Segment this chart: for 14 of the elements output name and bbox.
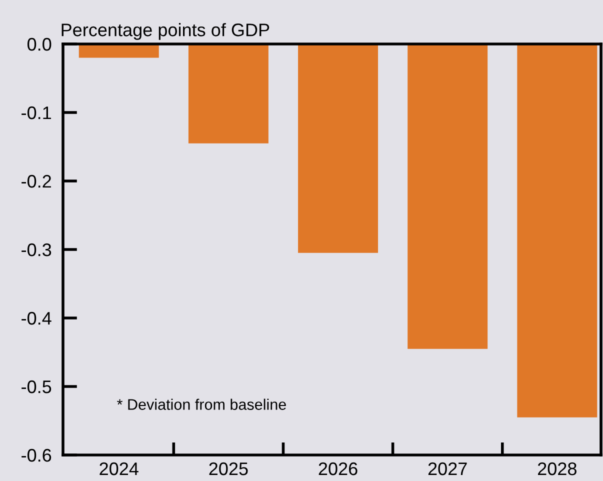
y-tick-label: -0.5: [22, 380, 52, 394]
y-tick-label: 0.0: [27, 38, 52, 51]
y-axis-title: Percentage points of GDP: [62, 23, 270, 40]
x-tick-label: 2024: [100, 462, 138, 476]
x-tick-label: 2027: [428, 462, 467, 476]
x-tick-label: 2026: [318, 462, 358, 476]
y-tick-label: -0.2: [22, 174, 51, 188]
x-tick-label: 2028: [538, 462, 576, 476]
x-tick-label: 2025: [209, 462, 248, 476]
y-tick-label: -0.6: [22, 448, 52, 462]
y-tick-label: -0.3: [22, 243, 52, 256]
y-tick-label: -0.4: [22, 312, 52, 325]
annotation: * Deviation from baseline: [117, 398, 286, 410]
y-tick-label: -0.1: [22, 106, 52, 120]
